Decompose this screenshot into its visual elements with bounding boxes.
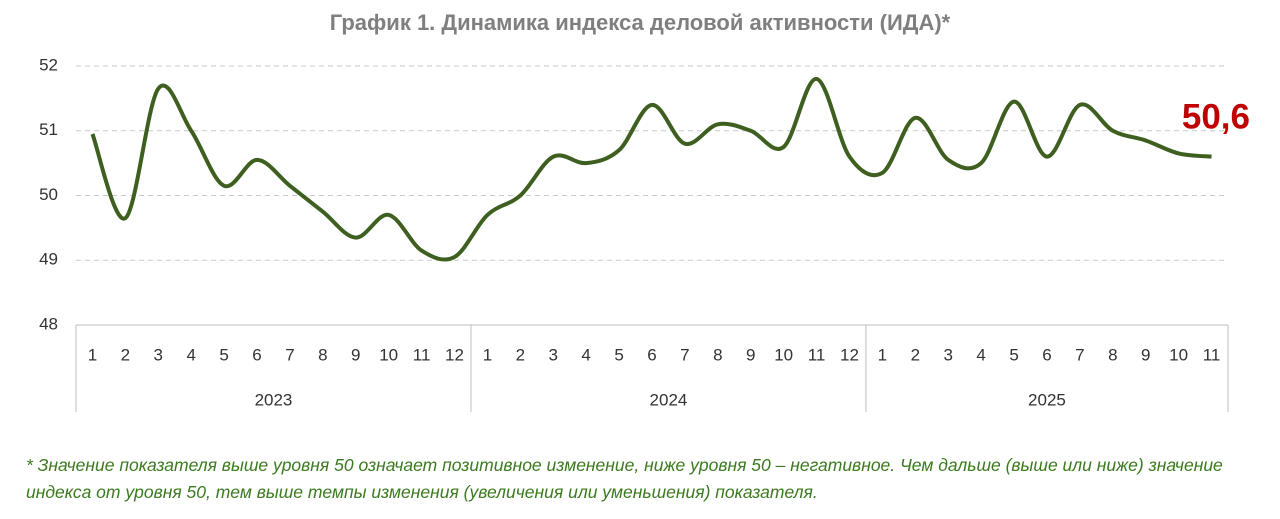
chart: График 1. Динамика индекса деловой актив… xyxy=(39,10,1250,412)
x-tick-label: 6 xyxy=(1042,345,1051,364)
x-tick-label: 3 xyxy=(549,345,558,364)
x-tick-label: 10 xyxy=(379,345,398,364)
x-tick-label: 8 xyxy=(713,345,722,364)
x-tick-label: 9 xyxy=(1141,345,1150,364)
x-tick-label: 10 xyxy=(1169,345,1188,364)
x-tick-label: 4 xyxy=(186,345,195,364)
x-tick-label: 1 xyxy=(88,345,97,364)
x-tick-label: 2 xyxy=(516,345,525,364)
series-line xyxy=(90,76,1212,262)
y-tick-label: 52 xyxy=(39,55,58,74)
x-tick-label: 7 xyxy=(680,345,689,364)
x-tick-label: 1 xyxy=(483,345,492,364)
x-tick-label: 1 xyxy=(878,345,887,364)
x-tick-label: 3 xyxy=(943,345,952,364)
x-tick-label: 2 xyxy=(911,345,920,364)
chart-title: График 1. Динамика индекса деловой актив… xyxy=(330,10,951,35)
y-tick-label: 48 xyxy=(39,314,58,333)
y-tick-label: 51 xyxy=(39,120,58,139)
x-tick-label: 11 xyxy=(808,345,826,364)
x-tick-label: 4 xyxy=(976,345,985,364)
x-tick-label: 4 xyxy=(581,345,590,364)
x-tick-label: 6 xyxy=(647,345,656,364)
x-tick-label: 12 xyxy=(445,345,464,364)
x-tick-label: 8 xyxy=(1108,345,1117,364)
x-tick-label: 5 xyxy=(614,345,623,364)
y-tick-label: 49 xyxy=(39,250,58,269)
x-tick-label: 6 xyxy=(252,345,261,364)
x-tick-label: 11 xyxy=(413,345,431,364)
x-tick-label: 9 xyxy=(746,345,755,364)
annotation: 50,6 xyxy=(1182,97,1250,136)
x-tick-label: 5 xyxy=(1009,345,1018,364)
x-tick-label: 8 xyxy=(318,345,327,364)
x-tick-label: 7 xyxy=(285,345,294,364)
x-tick-label: 3 xyxy=(154,345,163,364)
x-tick-label: 9 xyxy=(351,345,360,364)
x-tick-label: 11 xyxy=(1203,345,1221,364)
x-tick-label: 2 xyxy=(121,345,130,364)
x-tick-label: 5 xyxy=(219,345,228,364)
group-label: 2024 xyxy=(650,390,688,409)
x-tick-label: 7 xyxy=(1075,345,1084,364)
x-tick-label: 12 xyxy=(840,345,859,364)
x-tick-label: 10 xyxy=(774,345,793,364)
group-label: 2023 xyxy=(255,390,293,409)
footnote: * Значение показателя выше уровня 50 озн… xyxy=(26,455,1223,502)
group-label: 2025 xyxy=(1028,390,1066,409)
y-tick-label: 50 xyxy=(39,185,58,204)
